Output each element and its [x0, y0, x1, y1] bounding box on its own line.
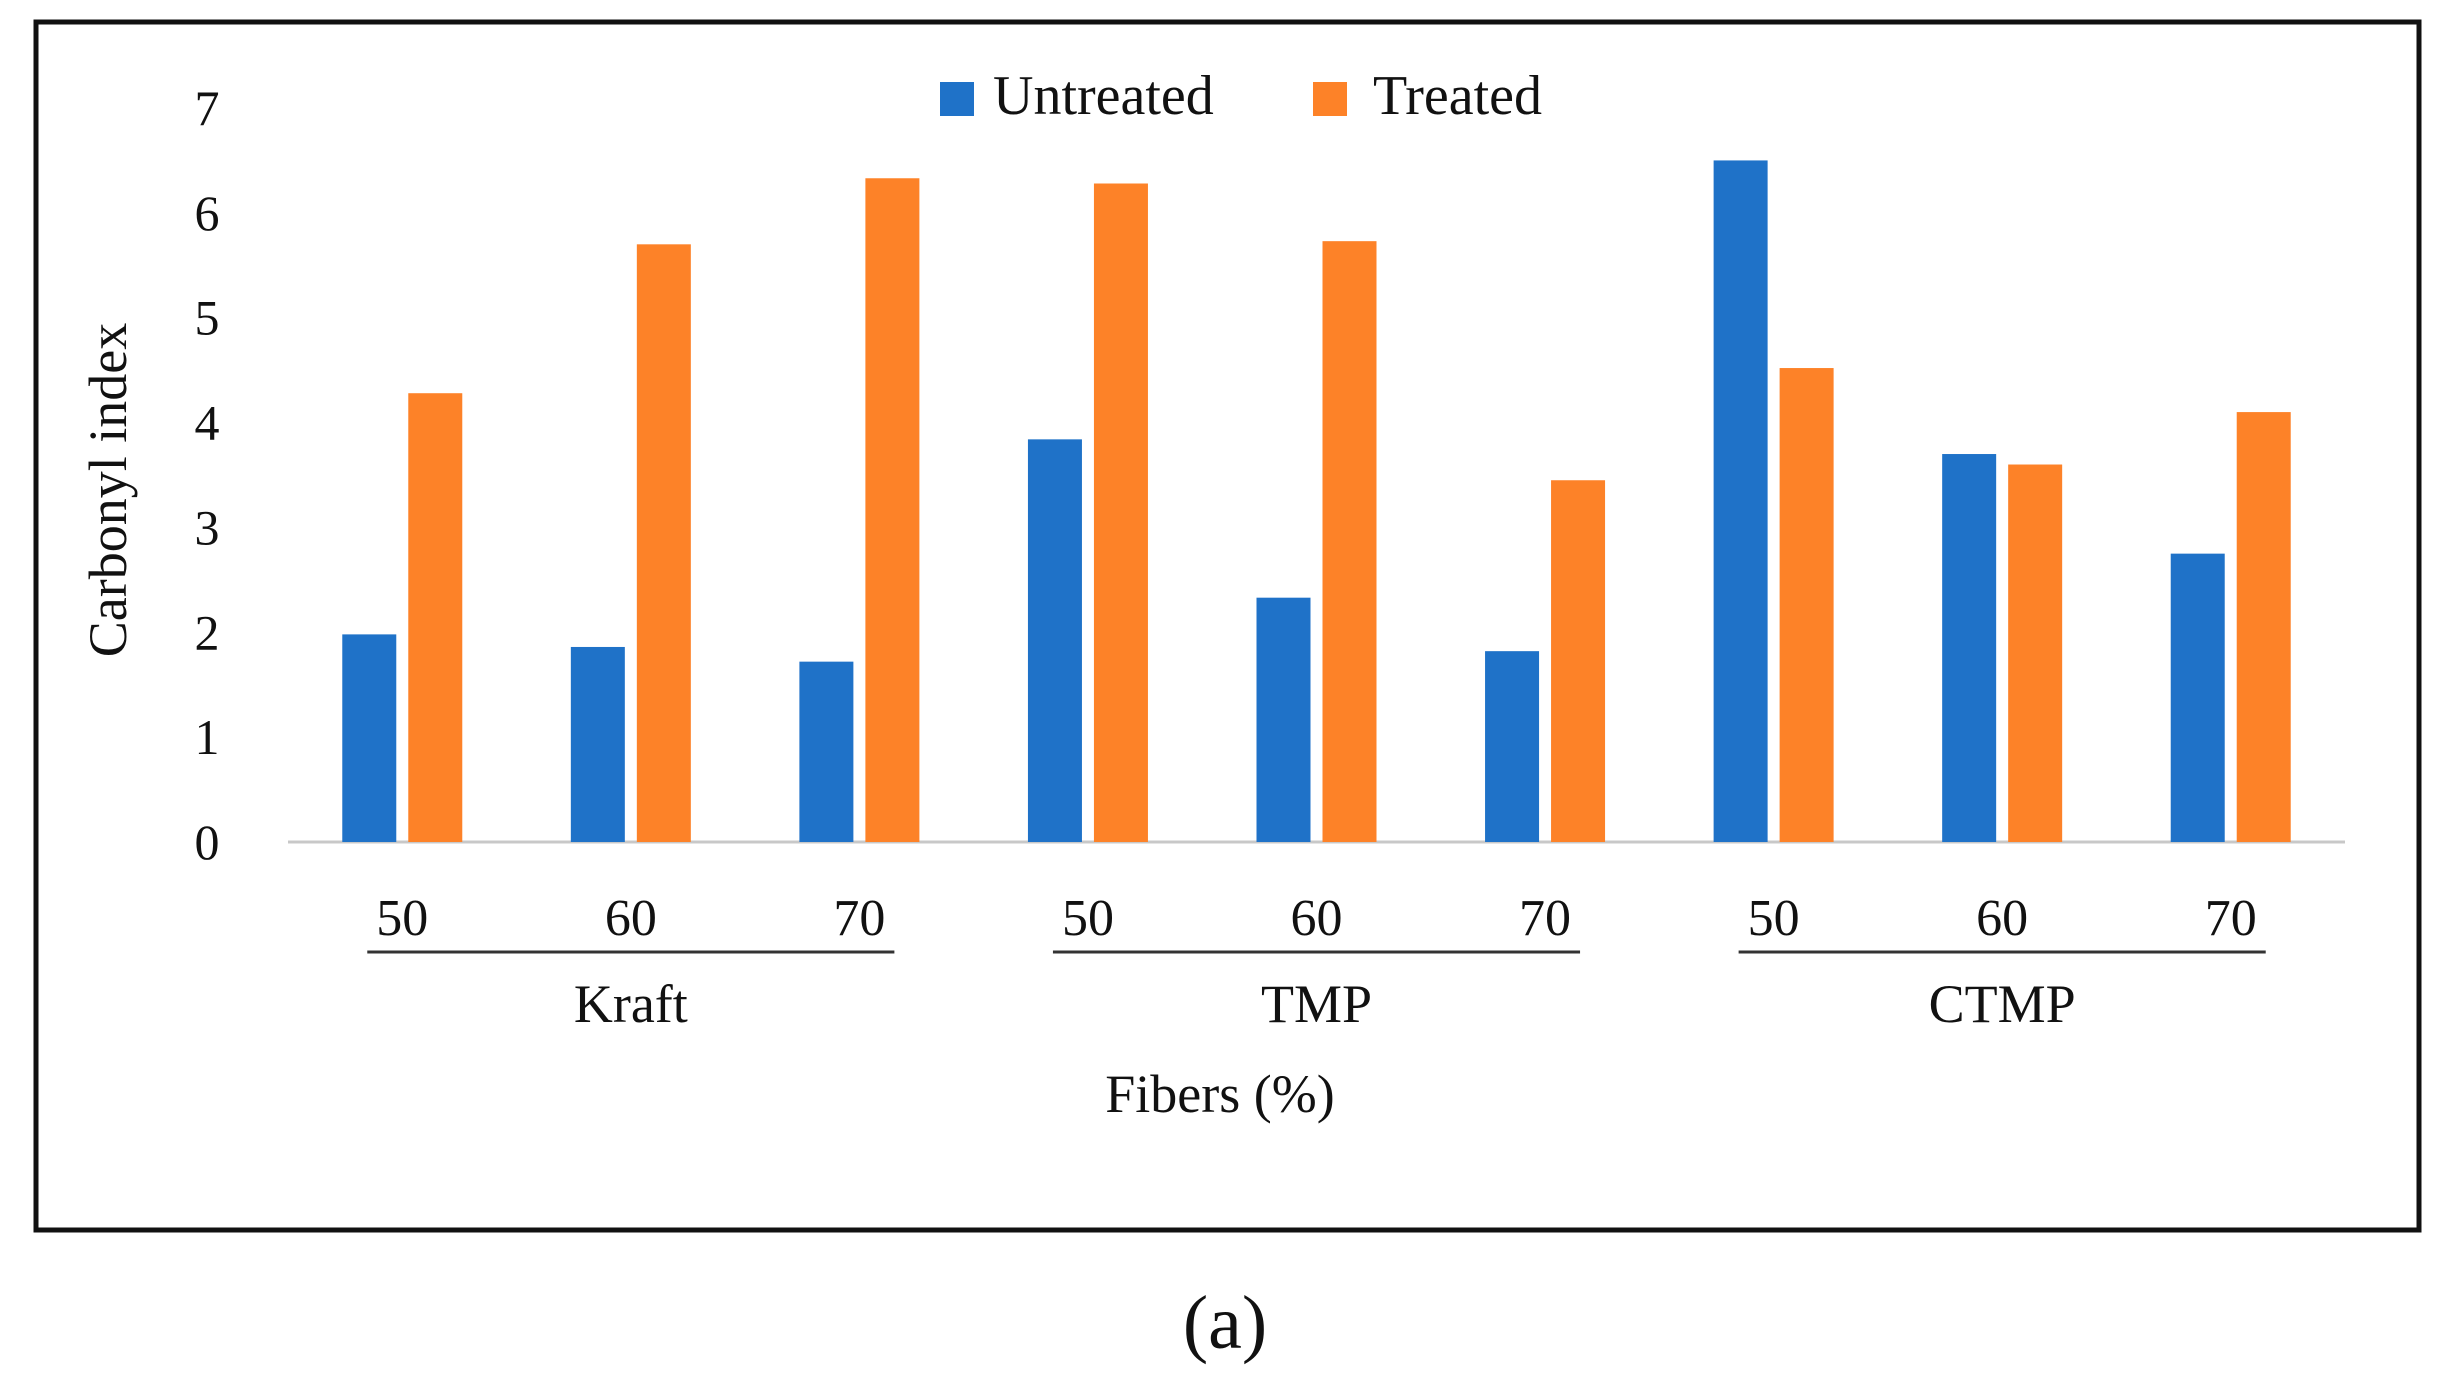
legend-swatch-untreated	[940, 82, 974, 116]
x-axis-title: Fibers (%)	[1105, 1064, 1334, 1124]
bar-untreated-4	[1027, 439, 1082, 842]
x-category-label: 50	[376, 890, 428, 947]
x-category-label: 50	[1062, 890, 1114, 947]
legend-label-untreated: Untreated	[993, 65, 1214, 127]
bar-treated-6	[1551, 480, 1606, 842]
y-tick-label: 6	[195, 185, 220, 241]
bar-untreated-6	[1485, 651, 1540, 842]
legend: Untreated Treated	[940, 65, 1542, 127]
bar-treated-7	[1779, 368, 1834, 842]
bar-untreated-7	[1713, 160, 1768, 842]
bar-treated-8	[2008, 464, 2063, 842]
bar-untreated-1	[342, 634, 397, 842]
y-tick-label: 5	[195, 290, 220, 346]
x-group-label: TMP	[1261, 974, 1372, 1034]
legend-label-treated: Treated	[1373, 65, 1542, 127]
y-axis-title: Carbonyl index	[78, 323, 138, 657]
x-category-label: 70	[2205, 890, 2257, 947]
y-tick-label: 7	[195, 80, 220, 136]
x-category-label: 70	[1519, 890, 1571, 947]
x-group-label: CTMP	[1929, 974, 2076, 1034]
bar-untreated-5	[1256, 597, 1311, 842]
x-category-label: 60	[1291, 890, 1343, 947]
y-tick-label: 4	[195, 395, 220, 451]
bar-untreated-8	[1942, 454, 1997, 842]
y-tick-label: 2	[195, 604, 220, 660]
bar-treated-5	[1322, 241, 1377, 842]
bar-untreated-2	[570, 646, 625, 842]
panel-label: (a)	[1183, 1281, 1267, 1365]
bar-treated-2	[636, 244, 691, 843]
bar-untreated-9	[2170, 553, 2225, 842]
bar-treated-1	[408, 393, 463, 842]
y-tick-label: 3	[195, 499, 220, 555]
bar-treated-4	[1093, 183, 1148, 843]
x-axis-group-labels: Kraft TMP CTMP	[367, 950, 2266, 1034]
x-axis-category-labels: 50 60 70 50 60 70 50 60 70	[376, 890, 2256, 947]
x-category-label: 50	[1748, 890, 1800, 947]
x-category-label: 60	[605, 890, 657, 947]
legend-swatch-treated	[1313, 82, 1347, 116]
y-axis-ticks: 0 1 2 3 4 5 6 7	[195, 80, 220, 870]
y-tick-label: 0	[195, 814, 220, 870]
x-category-label: 60	[1976, 890, 2028, 947]
bar-treated-3	[865, 178, 920, 843]
x-group-label: Kraft	[574, 974, 688, 1034]
bar-untreated-3	[799, 661, 854, 842]
y-tick-label: 1	[195, 709, 220, 765]
bars	[342, 160, 2291, 843]
x-category-label: 70	[833, 890, 885, 947]
bar-treated-9	[2236, 412, 2291, 842]
